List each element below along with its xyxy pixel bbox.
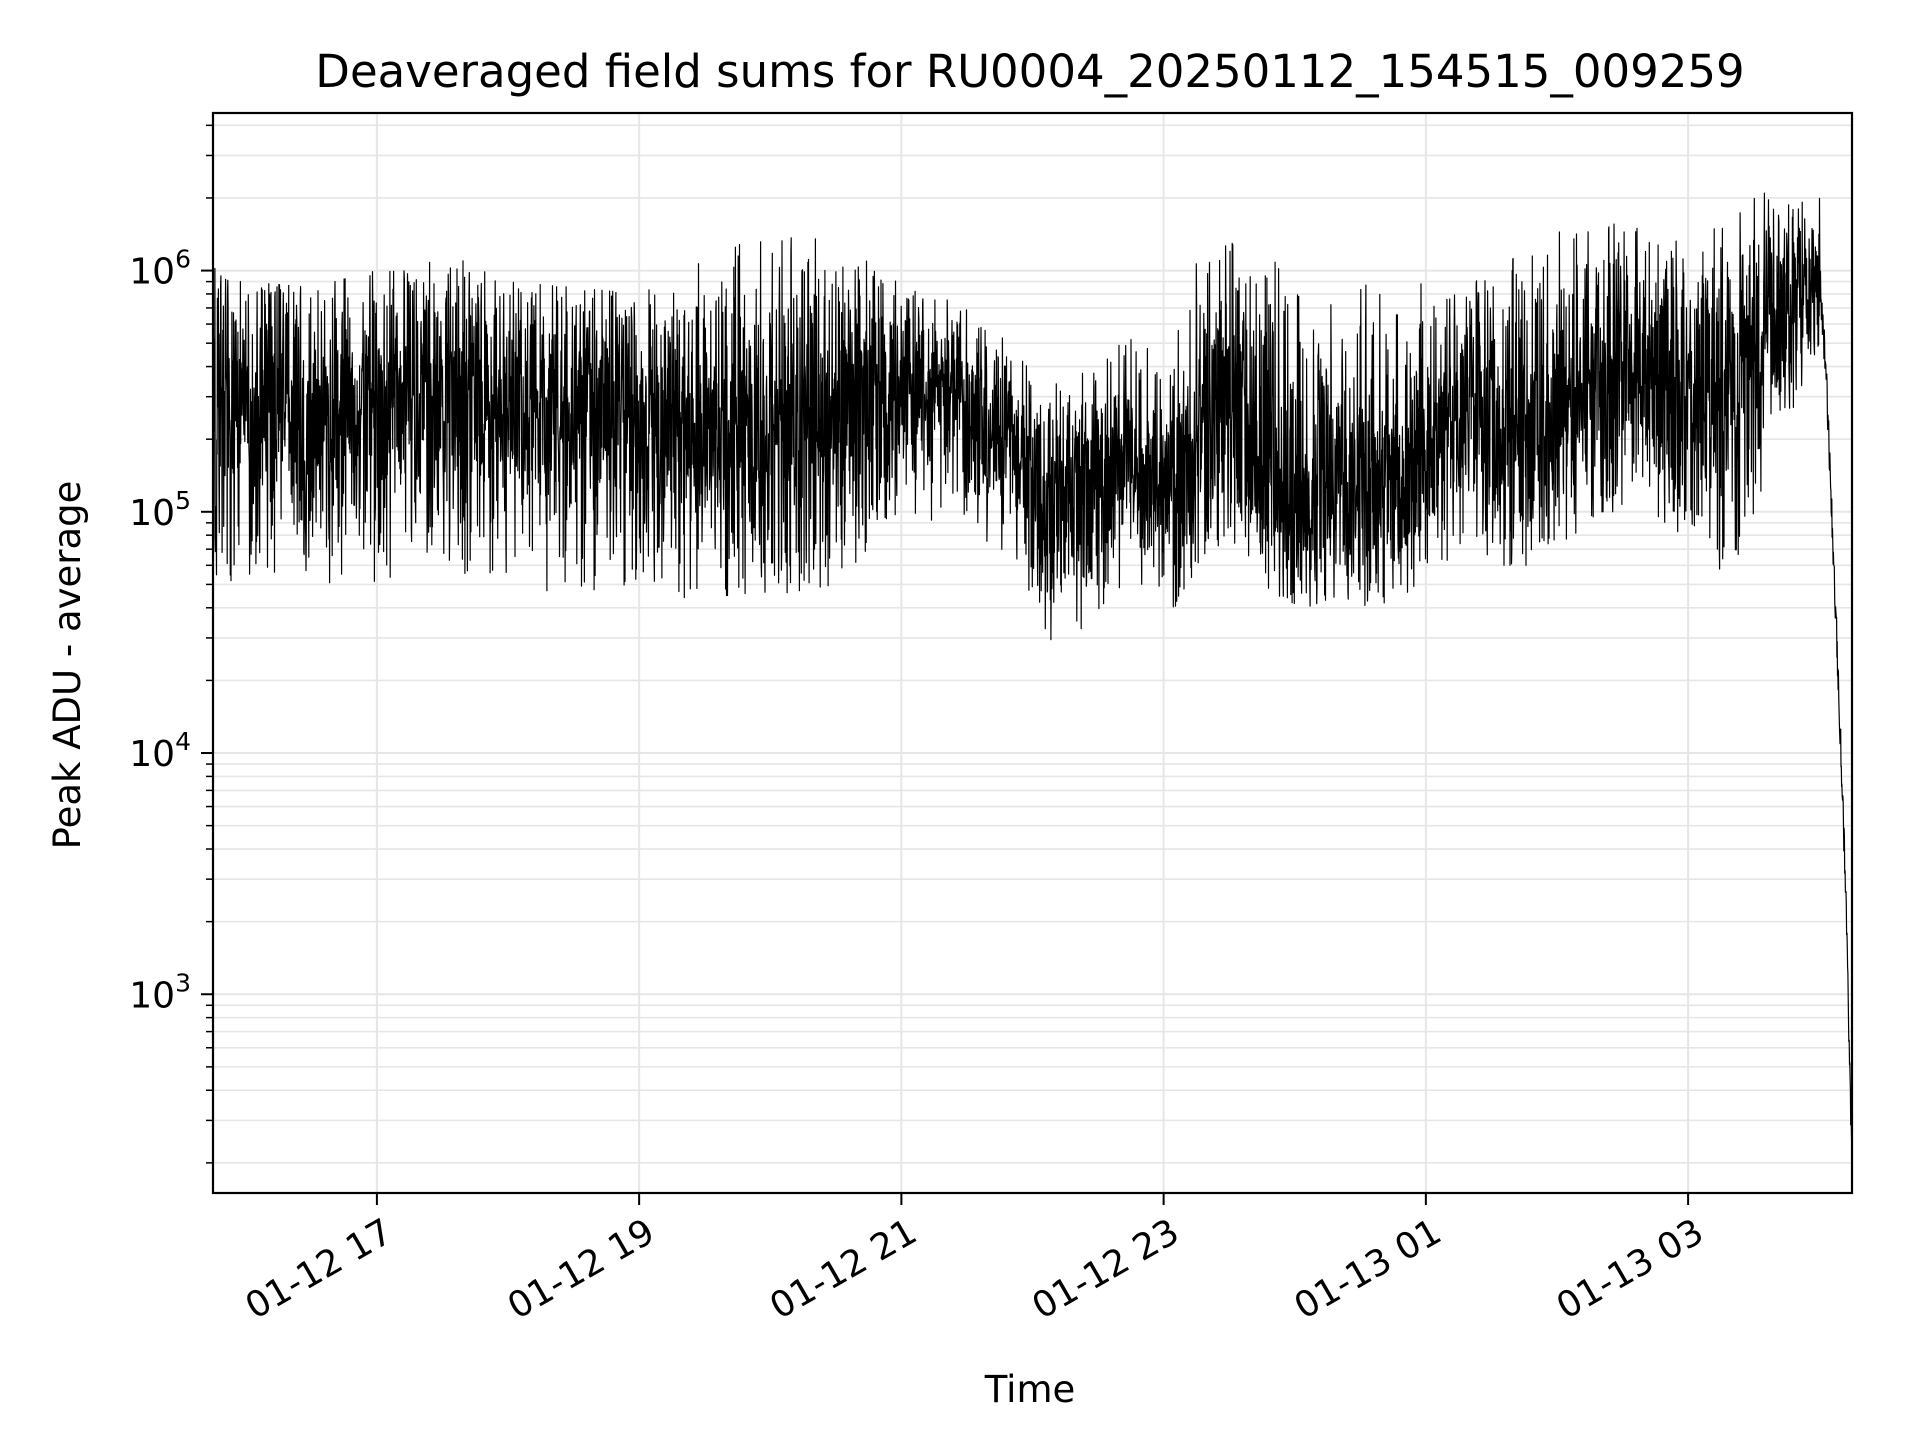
x-tick-label: 01-12 17 — [239, 1211, 400, 1327]
x-tick-label: 01-12 21 — [763, 1211, 924, 1327]
y-axis-title: Peak ADU - average — [46, 481, 89, 850]
x-tick-label: 01-12 23 — [1025, 1211, 1186, 1327]
series-layer — [212, 192, 1853, 1165]
y-tick-label: 103 — [129, 968, 191, 1016]
x-axis-ticks: 01-12 17 01-12 19 01-12 21 01-12 23 01-13 01… — [239, 1193, 1711, 1328]
plot-frame — [211, 111, 1854, 1195]
y-tick-label: 104 — [129, 727, 191, 775]
x-axis-title: Time — [984, 1368, 1076, 1411]
y-axis-ticks: 103 104 105 106 — [129, 124, 213, 1164]
y-tick-label: 106 — [129, 245, 191, 293]
series-line — [212, 192, 1853, 1165]
x-tick-label: 01-13 01 — [1288, 1211, 1449, 1327]
x-tick-label: 01-12 19 — [501, 1211, 662, 1327]
chart-title: Deaveraged field sums for RU0004_2025011… — [315, 45, 1744, 98]
grid-lines — [213, 113, 1852, 1193]
x-tick-label: 01-13 03 — [1550, 1211, 1711, 1327]
y-tick-label: 105 — [129, 486, 191, 534]
